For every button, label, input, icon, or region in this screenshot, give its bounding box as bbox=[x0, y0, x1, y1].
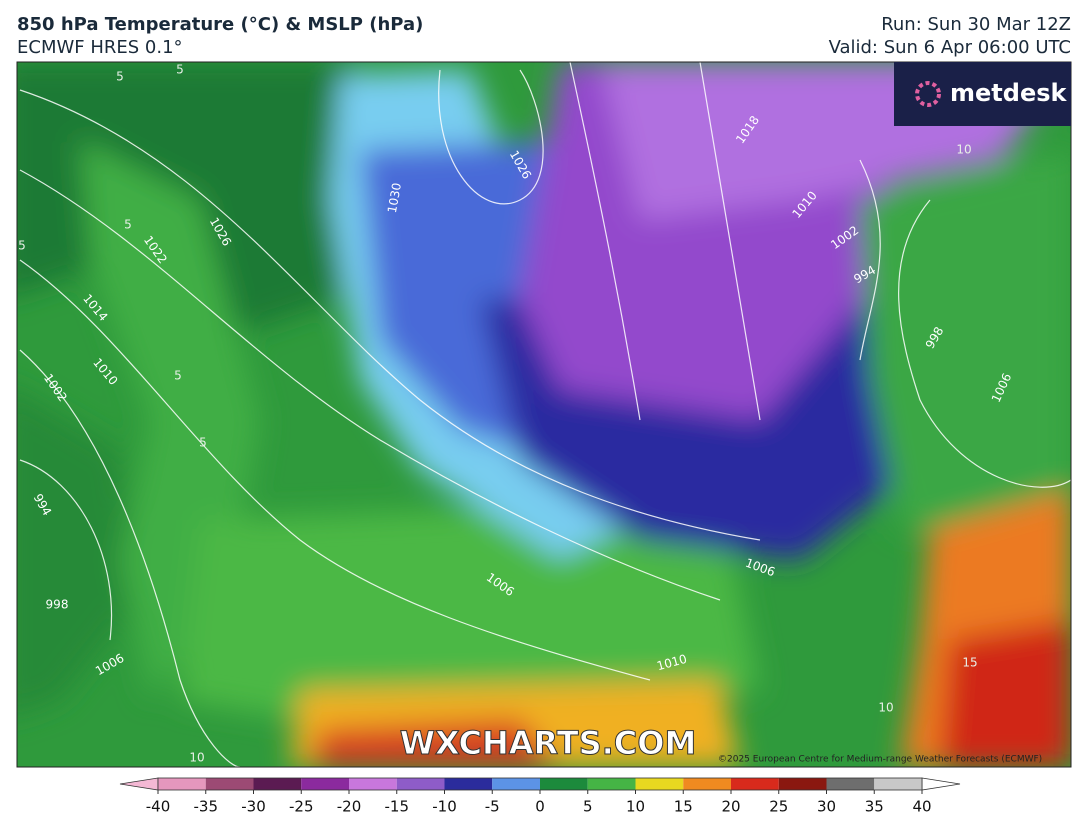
temperature-label: 5 bbox=[116, 70, 124, 84]
colorbar-tick-label: -20 bbox=[337, 798, 362, 816]
colorbar-segment bbox=[540, 778, 588, 790]
colorbar-tick-label: 25 bbox=[769, 798, 788, 816]
colorbar-tick-label: -10 bbox=[432, 798, 457, 816]
colorbar-tick-label: 15 bbox=[674, 798, 693, 816]
colorbar-tick-label: 35 bbox=[865, 798, 884, 816]
colorbar-tick-label: 40 bbox=[912, 798, 931, 816]
colorbar-segment bbox=[158, 778, 206, 790]
temperature-label: 5 bbox=[199, 436, 207, 450]
run-time: Run: Sun 30 Mar 12Z bbox=[881, 14, 1071, 35]
copyright: ©2025 European Centre for Medium-range W… bbox=[718, 755, 1042, 765]
colorbar-under bbox=[119, 777, 159, 791]
colorbar-segment bbox=[826, 778, 875, 790]
colorbar-tick-label: -15 bbox=[385, 798, 410, 816]
colorbar-segment bbox=[683, 778, 731, 790]
colorbar-segment bbox=[874, 778, 922, 790]
logo-box bbox=[894, 62, 1071, 126]
subtitle: ECMWF HRES 0.1° bbox=[17, 37, 183, 58]
temperature-label: 5 bbox=[124, 218, 132, 232]
isobar-label: 998 bbox=[46, 598, 69, 612]
watermark: WXCHARTS.COM bbox=[400, 724, 697, 762]
colorbar-segment bbox=[396, 778, 445, 790]
colorbar-tick-label: -25 bbox=[289, 798, 314, 816]
isobar-label: 1030 bbox=[385, 182, 404, 215]
temperature-label: 15 bbox=[962, 656, 977, 670]
valid-time: Valid: Sun 6 Apr 06:00 UTC bbox=[829, 37, 1071, 58]
temperature-label: 10 bbox=[189, 751, 204, 765]
colorbar-segment bbox=[635, 778, 684, 790]
colorbar-tick-label: 10 bbox=[626, 798, 645, 816]
colorbar-over bbox=[921, 777, 961, 791]
colorbar-tick-label: -5 bbox=[485, 798, 500, 816]
map: 1026102610301022101410101002994998100610… bbox=[17, 62, 1071, 767]
colorbar: -40 -35 -30 -25 -20 -15 -10 -5 0 5 10 15 20 25 30 35 40 bbox=[119, 777, 961, 816]
colorbar-segment bbox=[778, 778, 827, 790]
colorbar-tick-label: -35 bbox=[194, 798, 219, 816]
colorbar-segment bbox=[301, 778, 349, 790]
colorbar-segment bbox=[444, 778, 493, 790]
temperature-label: 5 bbox=[176, 63, 184, 77]
colorbar-segment bbox=[492, 778, 540, 790]
temperature-label: 5 bbox=[18, 239, 26, 253]
temperature-label: 10 bbox=[956, 143, 971, 157]
colorbar-tick-label: -30 bbox=[241, 798, 266, 816]
logo-icon bbox=[915, 81, 941, 107]
colorbar-segment bbox=[731, 778, 779, 790]
colorbar-tick-label: 30 bbox=[817, 798, 836, 816]
title: 850 hPa Temperature (°C) & MSLP (hPa) bbox=[17, 14, 423, 35]
colorbar-segment bbox=[253, 778, 302, 790]
colorbar-tick-label: 0 bbox=[535, 798, 545, 816]
temperature-label: 5 bbox=[174, 369, 182, 383]
colorbar-tick-label: 5 bbox=[583, 798, 593, 816]
temperature-label: 10 bbox=[878, 701, 893, 715]
map-frame bbox=[16, 61, 1072, 768]
colorbar-segment bbox=[587, 778, 636, 790]
colorbar-segment bbox=[205, 778, 254, 790]
colorbar-segment bbox=[349, 778, 397, 790]
colorbar-tick-label: 20 bbox=[721, 798, 740, 816]
colorbar-tick-label: -40 bbox=[146, 798, 171, 816]
logo-text: metdesk bbox=[950, 79, 1068, 107]
